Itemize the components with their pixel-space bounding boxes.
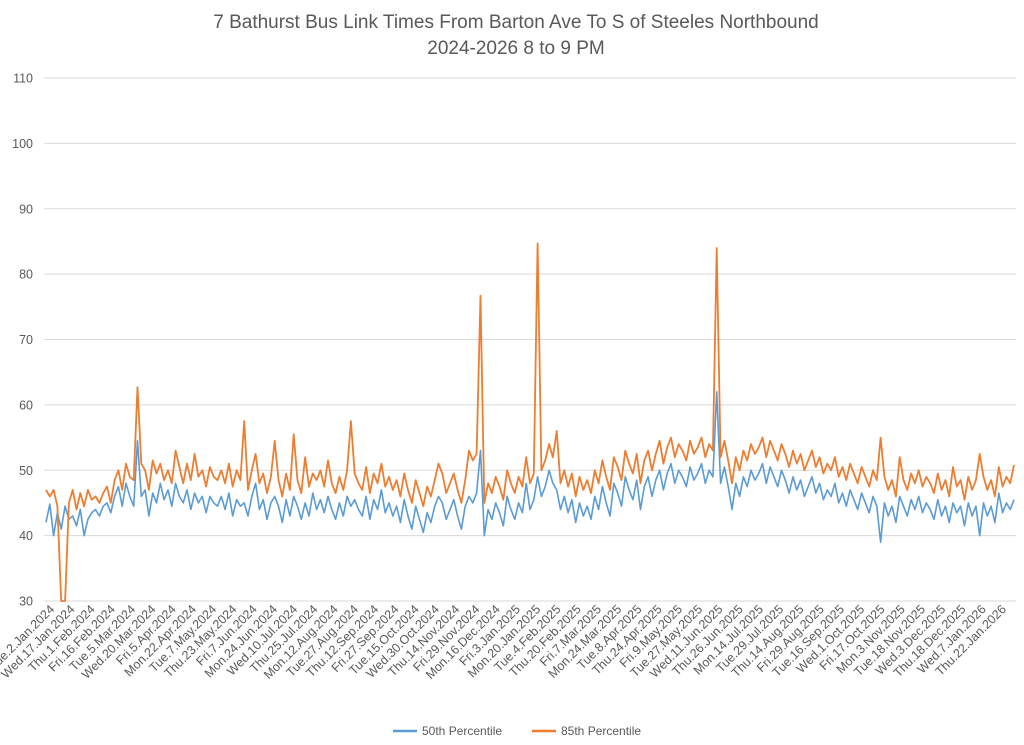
y-tick-label: 110 [13,72,33,86]
legend-label-50th: 50th Percentile [422,724,502,738]
y-tick-label: 70 [19,333,33,347]
series-lines [45,242,1015,602]
series-line-50th-percentile [45,390,1015,544]
y-tick-label: 100 [12,137,33,151]
series-line-85th-percentile [45,242,1015,602]
y-axis-ticks: 30 40 50 60 70 80 90 100 110 [12,72,33,609]
legend-label-85th: 85th Percentile [561,724,641,738]
y-tick-label: 40 [19,529,33,543]
y-tick-label: 50 [19,464,33,478]
x-axis-ticks: Tue.2.Jan.2024Wed.17.Jan.2024Thu.1.Feb.2… [0,602,1009,682]
chart-subtitle: 2024-2026 8 to 9 PM [427,38,604,59]
y-tick-label: 80 [19,268,33,282]
y-tick-label: 30 [19,595,33,609]
y-tick-label: 60 [19,398,33,412]
legend: 50th Percentile 85th Percentile [393,724,641,738]
y-tick-label: 90 [19,202,33,216]
chart-title: 7 Bathurst Bus Link Times From Barton Av… [213,12,819,33]
grid-lines [44,77,1016,602]
